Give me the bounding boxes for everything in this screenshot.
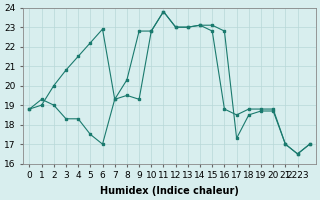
X-axis label: Humidex (Indice chaleur): Humidex (Indice chaleur) — [100, 186, 239, 196]
